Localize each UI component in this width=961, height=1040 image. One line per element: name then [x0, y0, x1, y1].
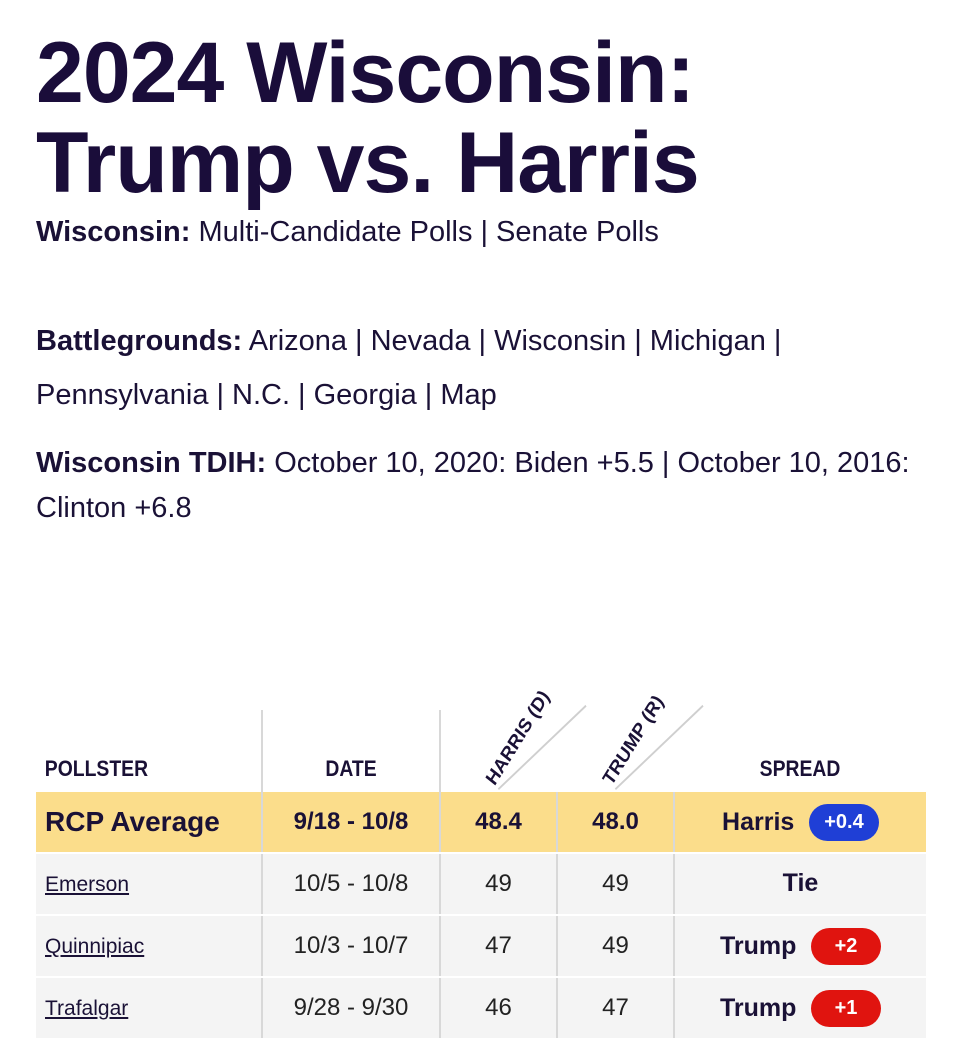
spread-badge: +2 — [811, 927, 882, 965]
harris-value: 46 — [439, 977, 557, 1040]
trump-value: 48.0 — [556, 792, 674, 854]
table-row: Trafalgar 9/28 - 9/30 46 47 Trump +1 — [36, 977, 926, 1040]
pollster-name: RCP Average — [36, 792, 262, 854]
table-header-row: POLLSTER DATE HARRIS (D) TRUMP (R) SPREA… — [36, 687, 926, 792]
link-multi-candidate-polls[interactable]: Multi-Candidate Polls — [198, 216, 473, 248]
spread-badge: +0.4 — [808, 803, 879, 841]
link-nevada[interactable]: Nevada — [370, 325, 471, 357]
trump-value: 47 — [556, 977, 674, 1040]
link-nc[interactable]: N.C. — [232, 379, 291, 411]
header-trump[interactable]: TRUMP (R) — [564, 692, 704, 792]
battlegrounds-label: Battlegrounds: — [36, 325, 243, 357]
header-spread[interactable]: SPREAD — [759, 756, 841, 781]
table-row: Emerson 10/5 - 10/8 49 49 Tie — [36, 853, 926, 916]
polls-table: POLLSTER DATE HARRIS (D) TRUMP (R) SPREA… — [36, 687, 926, 1040]
harris-value: 47 — [439, 915, 557, 978]
trump-value: 49 — [556, 915, 674, 978]
link-senate-polls[interactable]: Senate Polls — [496, 216, 659, 248]
pollster-link[interactable]: Emerson — [45, 873, 130, 896]
spread-cell: Harris +0.4 — [673, 792, 926, 854]
spread-winner: Tie — [782, 869, 819, 898]
header-date[interactable]: DATE — [271, 710, 430, 792]
pollster-name: Emerson — [36, 853, 262, 916]
page-title-line-1: 2024 Wisconsin: — [36, 25, 695, 121]
pollster-link[interactable]: Quinnipiac — [45, 935, 145, 958]
tdih-label: Wisconsin TDIH: — [36, 447, 267, 479]
header-harris[interactable]: HARRIS (D) — [446, 687, 587, 792]
battlegrounds-nav: Battlegrounds: Arizona | Nevada | Wisconsin |… — [36, 325, 782, 411]
poll-date: 9/28 - 9/30 — [261, 977, 440, 1040]
link-arizona[interactable]: Arizona — [248, 325, 348, 357]
pollster-name: Quinnipiac — [36, 915, 262, 978]
pollster-name: Trafalgar — [36, 977, 262, 1040]
wisconsin-nav-label: Wisconsin: — [36, 216, 191, 248]
link-pennsylvania[interactable]: Pennsylvania — [36, 379, 209, 411]
spread-winner: Harris — [722, 807, 795, 836]
rcp-average-row: RCP Average 9/18 - 10/8 48.4 48.0 Harris… — [36, 792, 926, 854]
header-trump-label: TRUMP (R) — [598, 691, 668, 790]
trump-value: 49 — [556, 853, 674, 916]
harris-value: 48.4 — [439, 792, 557, 854]
page-title-line-2: Trump vs. Harris — [36, 115, 700, 211]
link-michigan[interactable]: Michigan — [649, 325, 766, 357]
spread-winner: Trump — [719, 931, 797, 960]
wisconsin-nav: Wisconsin: Multi-Candidate Polls | Senate … — [36, 216, 659, 248]
poll-date: 10/5 - 10/8 — [261, 853, 440, 916]
tdih-nav: Wisconsin TDIH: October 10, 2020: Biden … — [36, 447, 910, 524]
table-row: Quinnipiac 10/3 - 10/7 47 49 Trump +2 — [36, 915, 926, 978]
poll-date: 9/18 - 10/8 — [261, 792, 440, 854]
link-tdih-2016[interactable]: October 10, 2016: Clinton +6.8 — [36, 447, 910, 524]
header-pollster[interactable]: POLLSTER — [44, 756, 149, 781]
pollster-link[interactable]: Trafalgar — [45, 997, 129, 1020]
spread-cell: Trump +2 — [673, 915, 926, 978]
harris-value: 49 — [439, 853, 557, 916]
poll-date: 10/3 - 10/7 — [261, 915, 440, 978]
link-tdih-2020[interactable]: October 10, 2020: Biden +5.5 — [274, 447, 654, 479]
link-georgia[interactable]: Georgia — [313, 379, 417, 411]
spread-cell: Trump +1 — [673, 977, 926, 1040]
spread-winner: Trump — [719, 993, 797, 1022]
link-wisconsin[interactable]: Wisconsin — [494, 325, 627, 357]
spread-cell: Tie — [673, 853, 926, 916]
header-harris-label: HARRIS (D) — [482, 686, 554, 790]
spread-badge: +1 — [811, 989, 882, 1027]
page-title: 2024 Wisconsin: Trump vs. Harris — [36, 25, 700, 211]
link-map[interactable]: Map — [440, 379, 497, 411]
